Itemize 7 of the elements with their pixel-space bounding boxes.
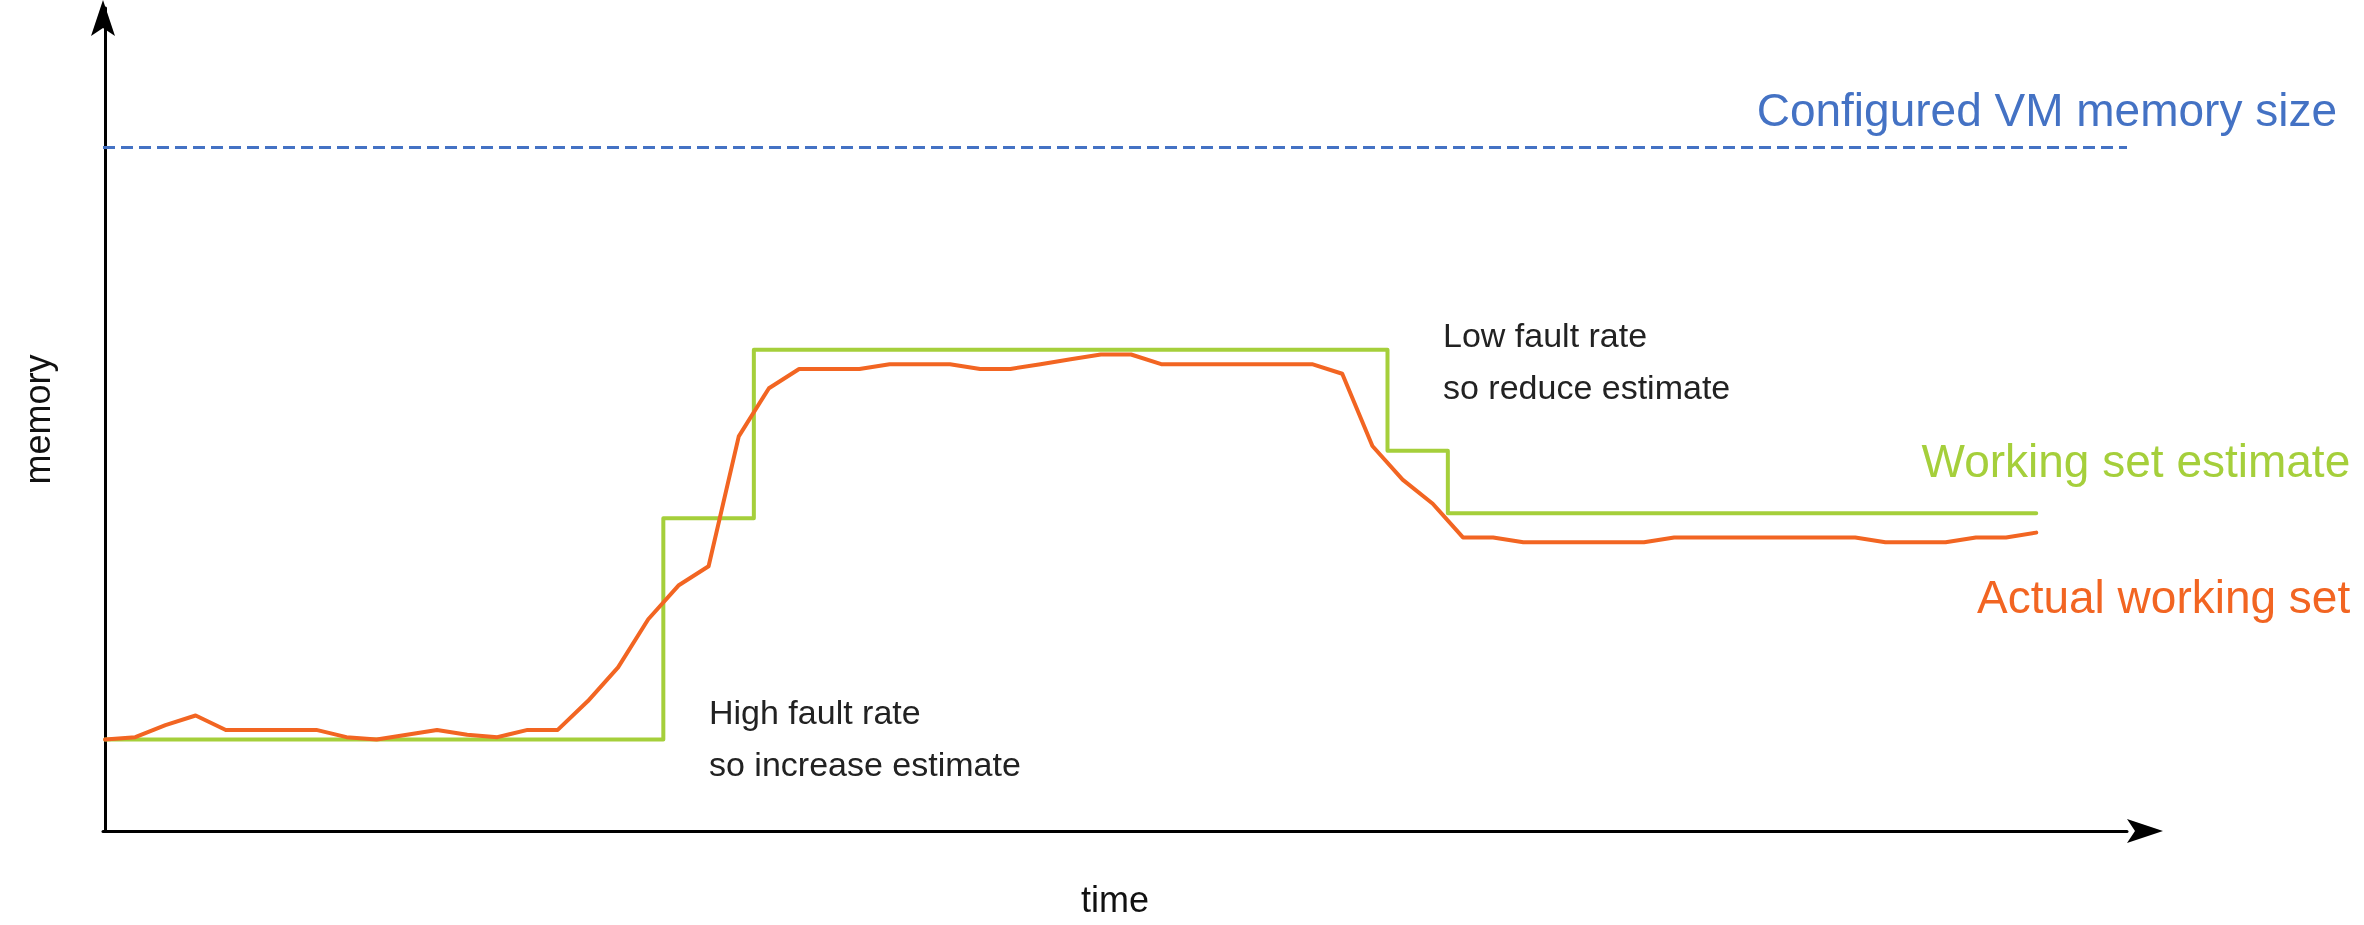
series-label: Working set estimate	[1921, 435, 2351, 488]
ref-line-label: Configured VM memory size	[1756, 83, 2337, 136]
annotation: Low fault rate so reduce estimate	[1443, 316, 1731, 406]
y-axis-title: memory	[16, 354, 58, 485]
series-label: Actual working set	[1976, 570, 2351, 623]
x-axis-title: time	[1080, 878, 1150, 920]
annotation: High fault rate so increase estimate	[709, 693, 1021, 783]
